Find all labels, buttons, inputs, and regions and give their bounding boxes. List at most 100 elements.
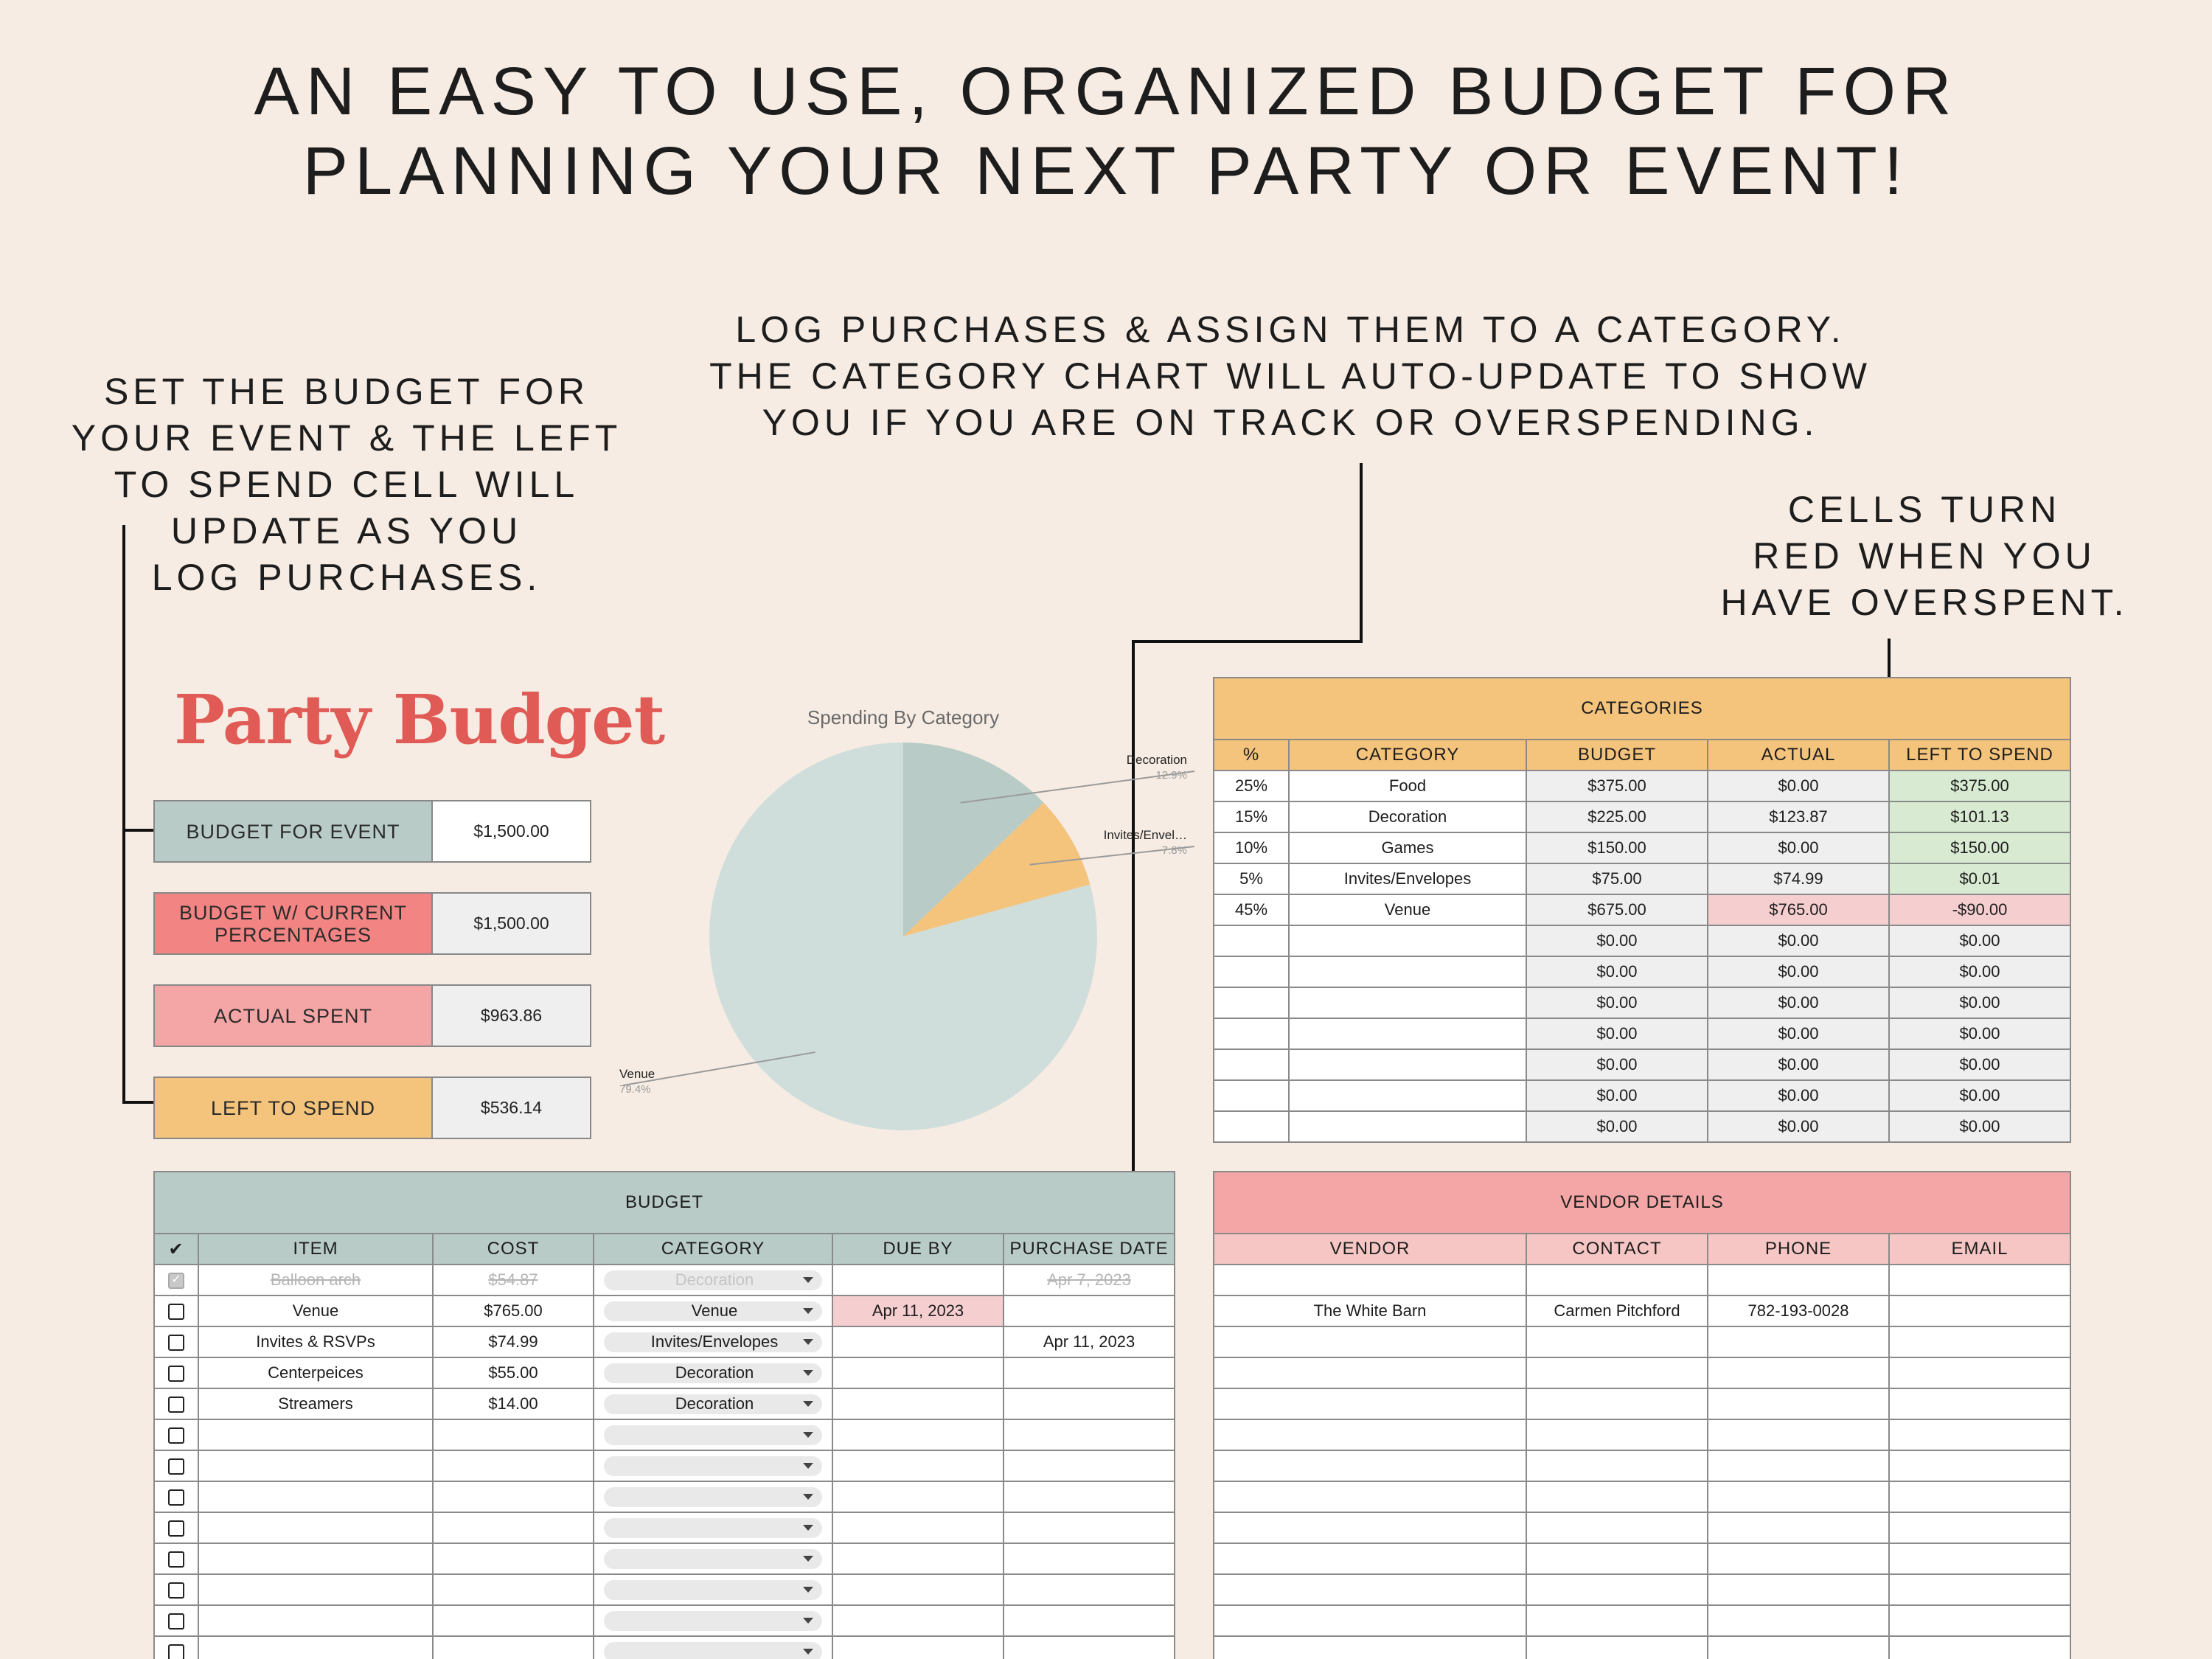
phone-cell[interactable]: 782-193-0028: [1707, 1295, 1890, 1327]
phone-cell[interactable]: [1707, 1450, 1890, 1482]
email-cell[interactable]: [1888, 1419, 2072, 1451]
category-dropdown[interactable]: [604, 1425, 822, 1445]
purchase-date-cell[interactable]: [1002, 1481, 1176, 1513]
actual-cell[interactable]: $0.00: [1707, 1048, 1890, 1081]
purchase-date-cell[interactable]: [1002, 1573, 1176, 1606]
contact-cell[interactable]: [1526, 1388, 1708, 1420]
actual-cell[interactable]: $0.00: [1707, 925, 1890, 957]
cost-cell[interactable]: [432, 1450, 594, 1482]
checkbox[interactable]: [168, 1582, 184, 1599]
checkbox[interactable]: [168, 1489, 184, 1506]
left-to-spend-cell[interactable]: $0.00: [1888, 1079, 2071, 1112]
purchase-date-cell[interactable]: [1002, 1388, 1176, 1420]
phone-cell[interactable]: [1707, 1604, 1890, 1637]
vendor-cell[interactable]: [1213, 1419, 1527, 1451]
purchase-date-cell[interactable]: [1002, 1543, 1176, 1575]
checkbox[interactable]: [168, 1458, 184, 1475]
category-cell[interactable]: [1288, 1079, 1527, 1112]
checkbox[interactable]: [168, 1397, 184, 1413]
left-to-spend-cell[interactable]: $375.00: [1888, 770, 2071, 802]
budget-cell[interactable]: $0.00: [1526, 1110, 1708, 1143]
vendor-cell[interactable]: [1213, 1604, 1527, 1637]
item-cell[interactable]: Streamers: [198, 1388, 434, 1420]
category-cell[interactable]: [1288, 956, 1527, 988]
checkbox[interactable]: [168, 1551, 184, 1568]
phone-cell[interactable]: [1707, 1264, 1890, 1296]
contact-cell[interactable]: [1526, 1357, 1708, 1389]
purchase-date-cell[interactable]: [1002, 1450, 1176, 1482]
vendor-cell[interactable]: [1213, 1388, 1527, 1420]
budget-cell[interactable]: $375.00: [1526, 770, 1708, 802]
category-dropdown[interactable]: Decoration: [604, 1270, 822, 1290]
percent-cell[interactable]: [1213, 925, 1290, 957]
left-to-spend-cell[interactable]: $0.00: [1888, 987, 2071, 1019]
purchase-date-cell[interactable]: Apr 7, 2023: [1002, 1264, 1176, 1296]
contact-cell[interactable]: [1526, 1512, 1708, 1544]
email-cell[interactable]: [1888, 1388, 2072, 1420]
contact-cell[interactable]: [1526, 1635, 1708, 1659]
checkbox[interactable]: [168, 1644, 184, 1659]
percent-cell[interactable]: 5%: [1213, 863, 1290, 895]
percent-cell[interactable]: 25%: [1213, 770, 1290, 802]
email-cell[interactable]: [1888, 1450, 2072, 1482]
email-cell[interactable]: [1888, 1635, 2072, 1659]
actual-cell[interactable]: $74.99: [1707, 863, 1890, 895]
category-cell[interactable]: [1288, 1110, 1527, 1143]
contact-cell[interactable]: [1526, 1481, 1708, 1513]
cost-cell[interactable]: [432, 1604, 594, 1637]
phone-cell[interactable]: [1707, 1573, 1890, 1606]
category-cell[interactable]: Food: [1288, 770, 1527, 802]
percent-cell[interactable]: 15%: [1213, 801, 1290, 833]
left-to-spend-cell[interactable]: $150.00: [1888, 832, 2071, 864]
category-dropdown[interactable]: Decoration: [604, 1394, 822, 1414]
contact-cell[interactable]: [1526, 1264, 1708, 1296]
actual-cell[interactable]: $0.00: [1707, 987, 1890, 1019]
budget-cell[interactable]: $0.00: [1526, 956, 1708, 988]
checkbox[interactable]: [168, 1520, 184, 1537]
percent-cell[interactable]: [1213, 987, 1290, 1019]
due-by-cell[interactable]: [832, 1512, 1004, 1544]
actual-cell[interactable]: $765.00: [1707, 894, 1890, 926]
due-by-cell[interactable]: [832, 1604, 1004, 1637]
vendor-cell[interactable]: [1213, 1481, 1527, 1513]
category-cell[interactable]: [1288, 987, 1527, 1019]
vendor-cell[interactable]: [1213, 1357, 1527, 1389]
email-cell[interactable]: [1888, 1264, 2072, 1296]
vendor-cell[interactable]: [1213, 1326, 1527, 1358]
purchase-date-cell[interactable]: [1002, 1419, 1176, 1451]
item-cell[interactable]: [198, 1419, 434, 1451]
category-dropdown[interactable]: Invites/Envelopes: [604, 1332, 822, 1352]
checkbox[interactable]: ✓: [168, 1273, 184, 1290]
category-dropdown[interactable]: [604, 1610, 822, 1631]
percent-cell[interactable]: [1213, 1079, 1290, 1112]
vendor-cell[interactable]: [1213, 1512, 1527, 1544]
vendor-cell[interactable]: [1213, 1450, 1527, 1482]
budget-cell[interactable]: $225.00: [1526, 801, 1708, 833]
cost-cell[interactable]: [432, 1543, 594, 1575]
category-dropdown[interactable]: Venue: [604, 1301, 822, 1321]
phone-cell[interactable]: [1707, 1543, 1890, 1575]
contact-cell[interactable]: [1526, 1573, 1708, 1606]
item-cell[interactable]: Venue: [198, 1295, 434, 1327]
percent-cell[interactable]: [1213, 1048, 1290, 1081]
phone-cell[interactable]: [1707, 1357, 1890, 1389]
purchase-date-cell[interactable]: [1002, 1635, 1176, 1659]
actual-cell[interactable]: $0.00: [1707, 770, 1890, 802]
email-cell[interactable]: [1888, 1326, 2072, 1358]
cost-cell[interactable]: [432, 1635, 594, 1659]
summary-value-cell[interactable]: $536.14: [433, 1078, 590, 1138]
checkbox[interactable]: [168, 1335, 184, 1352]
due-by-cell[interactable]: [832, 1326, 1004, 1358]
contact-cell[interactable]: [1526, 1450, 1708, 1482]
vendor-cell[interactable]: [1213, 1264, 1527, 1296]
email-cell[interactable]: [1888, 1573, 2072, 1606]
actual-cell[interactable]: $123.87: [1707, 801, 1890, 833]
category-dropdown[interactable]: [604, 1641, 822, 1659]
cost-cell[interactable]: $55.00: [432, 1357, 594, 1389]
email-cell[interactable]: [1888, 1543, 2072, 1575]
actual-cell[interactable]: $0.00: [1707, 1079, 1890, 1112]
contact-cell[interactable]: [1526, 1604, 1708, 1637]
summary-value-cell[interactable]: $1,500.00: [433, 894, 590, 953]
item-cell[interactable]: [198, 1481, 434, 1513]
email-cell[interactable]: [1888, 1481, 2072, 1513]
